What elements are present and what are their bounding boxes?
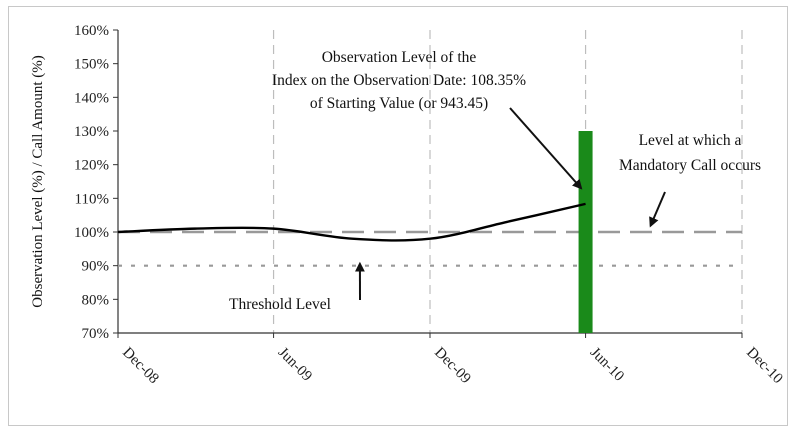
mandatory-call-annotation-text: Mandatory Call occurs [619, 157, 761, 174]
chart-frame [8, 6, 788, 426]
threshold-annotation-text: Threshold Level [229, 296, 331, 313]
x-tick-label: Jun-10 [587, 345, 627, 385]
observation-annotation-arrow [509, 107, 583, 190]
observation-level-line [117, 202, 586, 242]
x-tick-label: Dec-10 [743, 345, 786, 388]
y-tick-label: 120% [74, 158, 109, 174]
y-axis-title: Observation Level (%) / Call Amount (%) [30, 55, 46, 307]
y-tick-label: 100% [74, 225, 109, 241]
y-tick-label: 130% [74, 124, 109, 140]
y-tick-label: 80% [82, 292, 110, 308]
x-tick-label: Dec-08 [119, 345, 162, 388]
mandatory-call-annotation-text: Level at which a [639, 132, 742, 149]
x-tick-label: Dec-09 [431, 345, 474, 388]
observation-annotation-text: of Starting Value (or 943.45) [310, 95, 488, 112]
y-tick-label: 110% [75, 191, 109, 207]
y-tick-label: 70% [82, 326, 110, 342]
y-tick-label: 160% [74, 23, 109, 39]
call-amount-bar [578, 131, 593, 333]
observation-annotation-text: Observation Level of the [322, 49, 477, 66]
observation-annotation-text: Index on the Observation Date: 108.35% [272, 72, 526, 89]
mandatory-call-annotation-arrow [649, 191, 666, 228]
y-tick-label: 140% [74, 90, 109, 106]
y-tick-label: 150% [74, 57, 109, 73]
x-tick-label: Jun-09 [275, 345, 315, 385]
y-tick-label: 90% [82, 259, 110, 275]
